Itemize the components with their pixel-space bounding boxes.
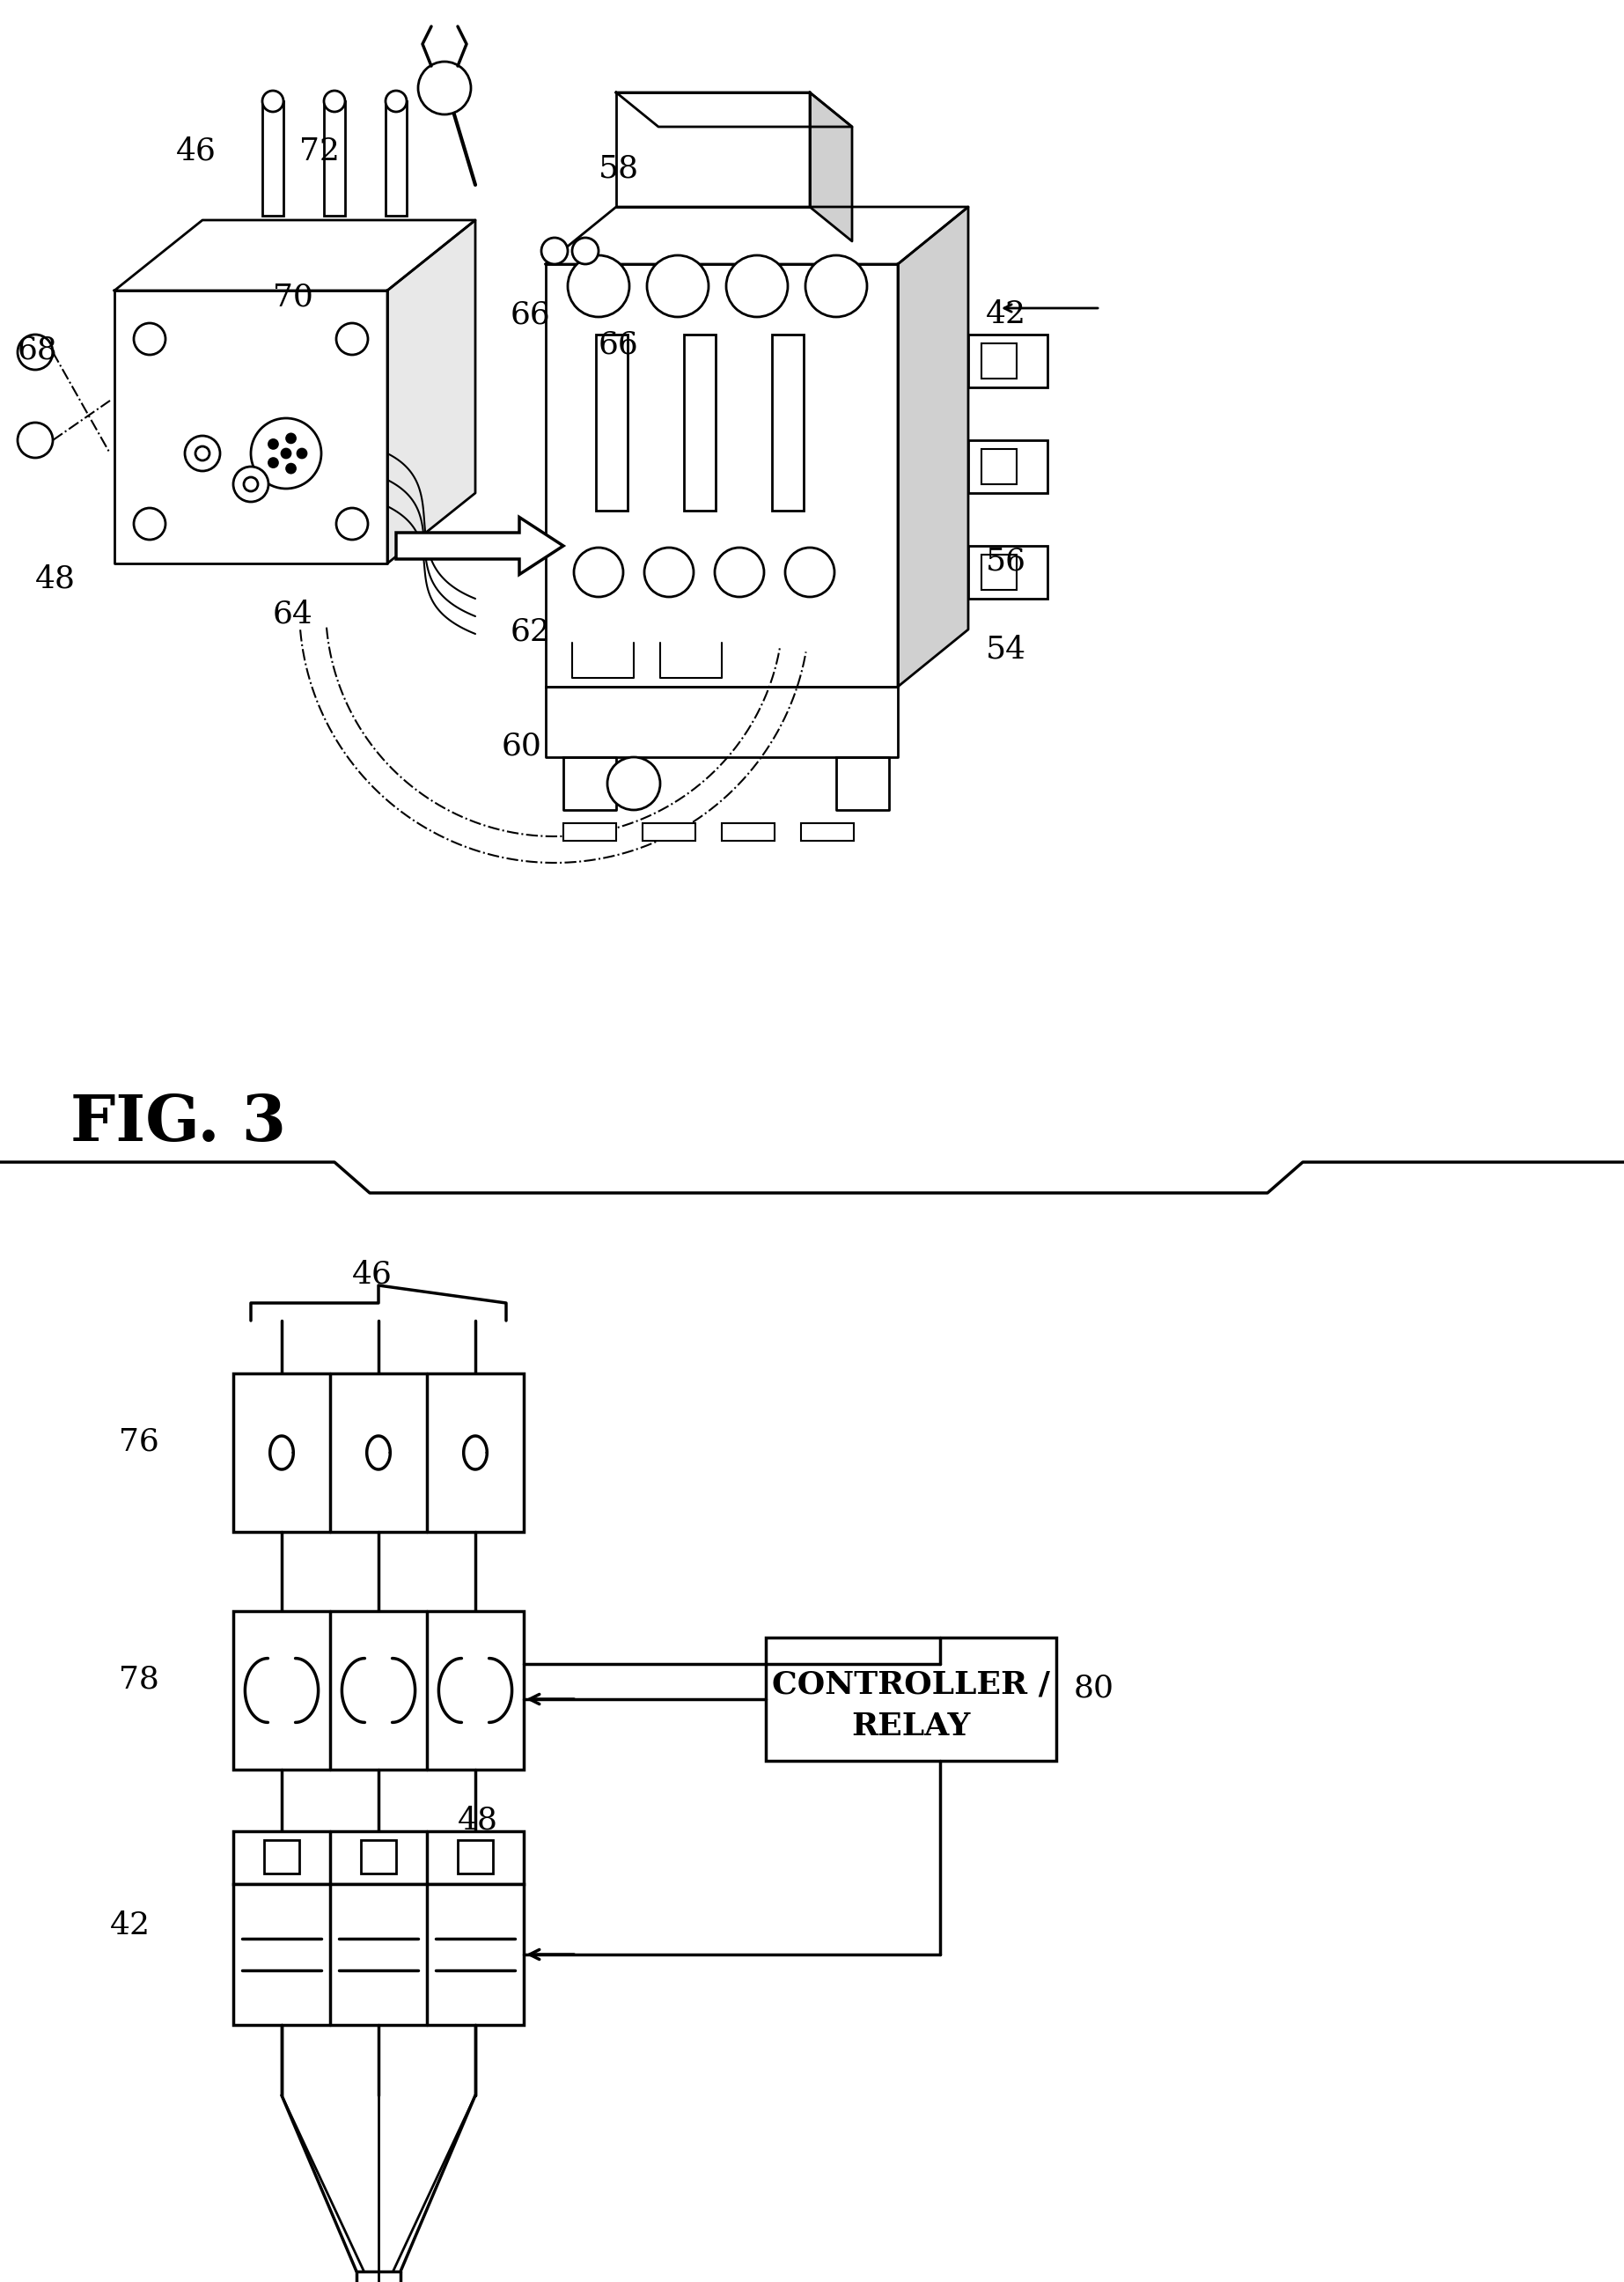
Text: 66: 66	[510, 299, 551, 329]
Bar	[596, 335, 627, 511]
Circle shape	[573, 548, 624, 598]
Text: 46: 46	[352, 1260, 393, 1289]
Circle shape	[568, 256, 630, 317]
Text: RELAY: RELAY	[851, 1712, 971, 1741]
Text: 56: 56	[986, 545, 1026, 575]
Text: 78: 78	[119, 1664, 159, 1693]
Bar	[767, 1638, 1056, 1762]
Circle shape	[263, 91, 284, 112]
Bar	[643, 824, 695, 840]
Polygon shape	[836, 758, 888, 810]
Text: 48: 48	[36, 564, 76, 593]
Circle shape	[336, 509, 369, 539]
Text: 66: 66	[599, 331, 638, 361]
Polygon shape	[546, 265, 898, 687]
Text: 42: 42	[110, 1910, 151, 1940]
Circle shape	[286, 463, 296, 472]
FancyArrow shape	[396, 518, 564, 575]
Polygon shape	[546, 687, 898, 758]
Text: 54: 54	[986, 634, 1026, 664]
Bar	[801, 824, 854, 840]
Circle shape	[133, 324, 166, 354]
Text: 58: 58	[599, 155, 640, 185]
Bar	[234, 1611, 523, 1769]
Circle shape	[715, 548, 763, 598]
Circle shape	[645, 548, 693, 598]
Bar	[968, 440, 1047, 493]
Circle shape	[784, 548, 835, 598]
Circle shape	[323, 91, 344, 112]
Bar	[721, 824, 775, 840]
Bar	[234, 1885, 523, 2024]
Text: 68: 68	[18, 335, 58, 365]
Bar	[361, 1839, 396, 1874]
Polygon shape	[114, 290, 387, 564]
Bar	[458, 1839, 494, 1874]
Polygon shape	[387, 219, 476, 564]
Circle shape	[195, 447, 209, 461]
Circle shape	[806, 256, 867, 317]
Circle shape	[270, 459, 278, 468]
Circle shape	[417, 62, 471, 114]
Polygon shape	[898, 208, 968, 687]
Polygon shape	[564, 758, 615, 810]
Text: 48: 48	[458, 1805, 499, 1835]
Bar	[323, 100, 344, 217]
Text: 72: 72	[299, 137, 339, 167]
Polygon shape	[114, 219, 476, 290]
Circle shape	[726, 256, 788, 317]
Polygon shape	[546, 208, 968, 265]
Text: 62: 62	[510, 616, 551, 646]
Text: 46: 46	[175, 137, 216, 167]
Circle shape	[385, 91, 406, 112]
Bar	[968, 335, 1047, 388]
Bar	[234, 1374, 523, 1531]
Circle shape	[572, 237, 599, 265]
Circle shape	[244, 477, 258, 491]
Bar	[265, 1839, 299, 1874]
Circle shape	[18, 335, 54, 370]
Circle shape	[281, 450, 291, 459]
Circle shape	[646, 256, 708, 317]
Circle shape	[607, 758, 661, 810]
Circle shape	[234, 466, 268, 502]
Text: 60: 60	[502, 730, 542, 760]
Bar	[385, 100, 406, 217]
Bar	[234, 1830, 523, 1885]
Text: CONTROLLER /: CONTROLLER /	[771, 1670, 1051, 1700]
Bar	[564, 824, 615, 840]
Bar	[771, 335, 804, 511]
Bar	[981, 555, 1017, 589]
Polygon shape	[615, 94, 810, 208]
Bar	[981, 342, 1017, 379]
Circle shape	[286, 434, 296, 443]
Text: 64: 64	[273, 598, 313, 628]
Circle shape	[541, 237, 568, 265]
Text: FIG. 3: FIG. 3	[70, 1091, 286, 1155]
Circle shape	[297, 450, 307, 459]
Circle shape	[18, 422, 54, 459]
Circle shape	[250, 418, 322, 488]
Circle shape	[336, 324, 369, 354]
Text: 42: 42	[986, 299, 1026, 329]
Text: 80: 80	[1073, 1673, 1114, 1702]
Polygon shape	[810, 94, 853, 242]
Circle shape	[185, 436, 221, 470]
Text: 76: 76	[119, 1426, 159, 1456]
Bar	[968, 545, 1047, 598]
Text: 70: 70	[273, 281, 313, 313]
Bar	[981, 450, 1017, 484]
Bar	[263, 100, 284, 217]
Circle shape	[270, 440, 278, 450]
Circle shape	[133, 509, 166, 539]
Bar	[684, 335, 716, 511]
Polygon shape	[615, 94, 853, 128]
